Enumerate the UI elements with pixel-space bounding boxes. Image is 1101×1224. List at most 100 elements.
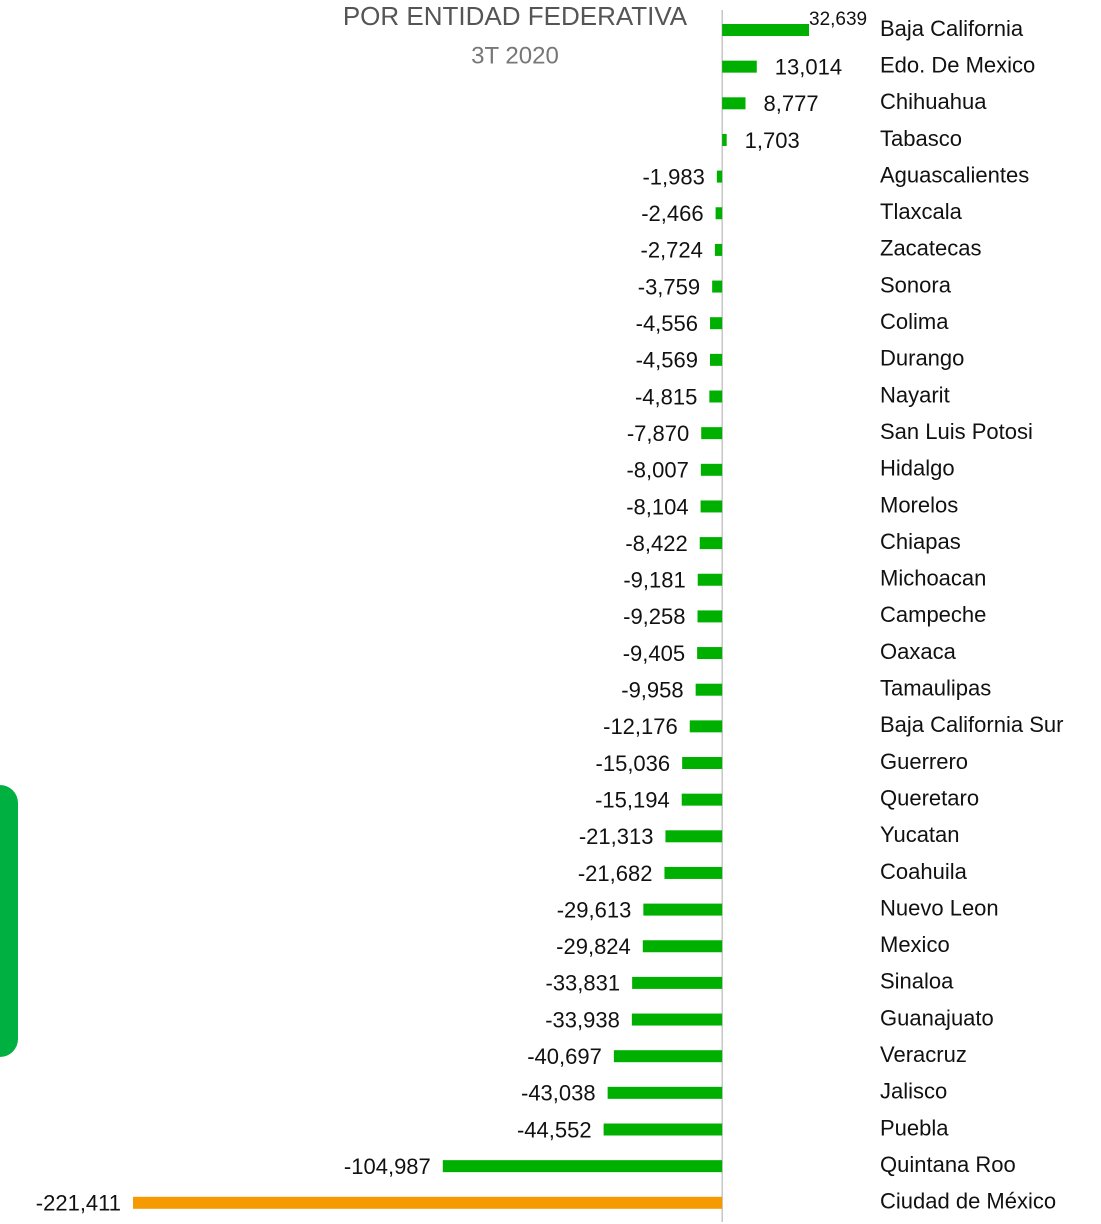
bar	[133, 1196, 723, 1209]
bar	[722, 133, 727, 146]
bar	[722, 97, 746, 110]
value-label: -4,569	[636, 348, 698, 373]
category-label: Durango	[880, 346, 964, 371]
category-label: Hidalgo	[880, 456, 955, 481]
value-label: -21,313	[579, 824, 654, 849]
bar	[716, 170, 723, 183]
value-label: -15,036	[596, 751, 671, 776]
category-label: Mexico	[880, 932, 950, 957]
category-label: Edo. De Mexico	[880, 52, 1035, 77]
category-label: San Luis Potosi	[880, 419, 1033, 444]
bar	[712, 280, 723, 293]
category-label: Sonora	[880, 272, 952, 297]
bar	[632, 976, 723, 989]
category-label: Chihuahua	[880, 89, 987, 114]
side-tab	[0, 785, 18, 1057]
category-label: Sinaloa	[880, 969, 954, 994]
bar	[664, 866, 723, 879]
bar	[642, 940, 723, 953]
value-label: -40,697	[527, 1044, 602, 1069]
bar	[709, 390, 723, 403]
category-label: Morelos	[880, 492, 958, 517]
value-label: -104,987	[344, 1154, 431, 1179]
category-label: Tlaxcala	[880, 199, 963, 224]
value-label: -12,176	[603, 714, 678, 739]
category-label: Nayarit	[880, 382, 950, 407]
value-label: -221,411	[36, 1191, 121, 1216]
bar	[722, 60, 757, 73]
category-label: Ciudad de México	[880, 1189, 1056, 1214]
bar	[697, 573, 723, 586]
category-label: Queretaro	[880, 785, 979, 810]
value-label: 8,777	[764, 91, 819, 116]
value-label: -44,552	[517, 1117, 592, 1142]
bar	[715, 207, 723, 220]
bar	[697, 610, 723, 623]
bar	[699, 537, 723, 550]
category-label: Puebla	[880, 1115, 949, 1140]
value-label: -43,038	[521, 1081, 596, 1106]
bar	[682, 757, 723, 769]
category-label: Oaxaca	[880, 639, 957, 664]
category-label: Guanajuato	[880, 1005, 994, 1030]
category-label: Campeche	[880, 602, 986, 627]
bar	[697, 647, 723, 660]
category-label: Baja California	[880, 16, 1024, 41]
category-label: Chiapas	[880, 529, 961, 554]
value-label: -29,824	[556, 934, 631, 959]
category-label: Nuevo Leon	[880, 895, 999, 920]
category-label: Tabasco	[880, 126, 962, 151]
value-label: -2,466	[641, 201, 703, 226]
value-label: -33,831	[546, 971, 621, 996]
value-label: -4,556	[636, 311, 698, 336]
value-label: -9,958	[621, 678, 683, 703]
bar	[613, 1050, 723, 1063]
value-label: 1,703	[745, 128, 800, 153]
bar	[442, 1160, 723, 1173]
category-label: Guerrero	[880, 749, 968, 774]
value-label: -9,405	[623, 641, 685, 666]
value-label: 13,014	[775, 54, 842, 79]
bar	[631, 1013, 723, 1026]
bar	[695, 683, 723, 696]
value-label: -9,181	[623, 568, 685, 593]
chart-title: POR ENTIDAD FEDERATIVA	[343, 1, 688, 31]
value-label: -29,613	[557, 897, 632, 922]
category-label: Jalisco	[880, 1079, 947, 1104]
value-label: -8,422	[625, 531, 687, 556]
category-label: Tamaulipas	[880, 676, 991, 701]
bar	[681, 793, 723, 806]
bar	[643, 903, 723, 916]
category-label: Coahuila	[880, 859, 968, 884]
chart-subtitle: 3T 2020	[471, 42, 559, 69]
value-label: -3,759	[638, 274, 700, 299]
category-label: Aguascalientes	[880, 162, 1029, 187]
category-label: Zacatecas	[880, 236, 982, 261]
bar	[603, 1123, 723, 1136]
category-label: Yucatan	[880, 822, 960, 847]
category-label: Baja California Sur	[880, 712, 1063, 737]
value-label: -2,724	[641, 238, 703, 263]
bar	[710, 317, 723, 330]
category-label: Michoacan	[880, 566, 986, 591]
category-label: Colima	[880, 309, 949, 334]
bar	[607, 1086, 723, 1099]
value-label: -21,682	[578, 861, 653, 886]
value-label: -8,104	[626, 494, 688, 519]
value-label: -33,938	[545, 1007, 620, 1032]
bar	[714, 243, 723, 256]
bar	[665, 830, 723, 843]
bar	[709, 353, 723, 366]
bar	[700, 463, 723, 476]
value-label: 32,639	[809, 9, 867, 30]
bar	[700, 500, 723, 513]
value-label: -9,258	[623, 604, 685, 629]
bar	[701, 427, 723, 440]
value-label: -8,007	[626, 458, 688, 483]
value-label: -1,983	[642, 164, 704, 189]
value-label: -4,815	[635, 384, 697, 409]
value-label: -7,870	[627, 421, 689, 446]
category-label: Quintana Roo	[880, 1152, 1016, 1177]
bar	[722, 24, 809, 36]
